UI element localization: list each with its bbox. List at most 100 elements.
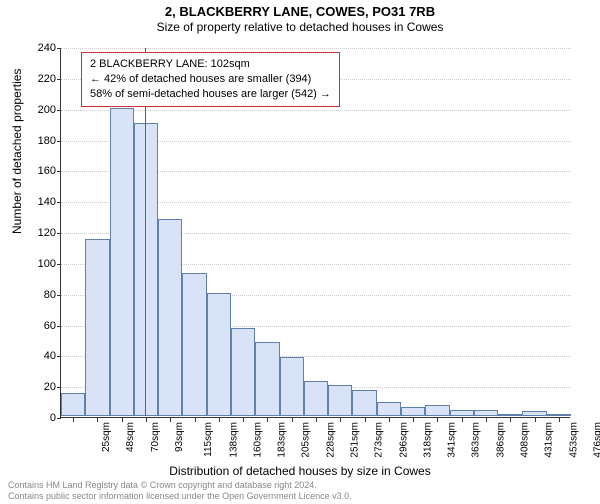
y-tick-mark <box>57 418 61 419</box>
x-tick-label: 453sqm <box>568 422 579 458</box>
x-tick-mark <box>389 418 390 422</box>
x-tick-mark <box>267 418 268 422</box>
x-tick-label: 228sqm <box>325 422 336 458</box>
x-tick-label: 183sqm <box>277 422 288 458</box>
y-tick-label: 220 <box>26 73 56 85</box>
x-tick-mark <box>462 418 463 422</box>
x-tick-label: 431sqm <box>544 422 555 458</box>
x-tick-mark <box>170 418 171 422</box>
annotation-line: 58% of semi-detached houses are larger (… <box>90 87 331 102</box>
x-tick-mark <box>316 418 317 422</box>
chart-subtitle: Size of property relative to detached ho… <box>0 20 600 34</box>
x-tick-label: 386sqm <box>495 422 506 458</box>
histogram-bar <box>158 219 182 416</box>
y-tick-label: 60 <box>26 320 56 332</box>
histogram-bar <box>280 357 304 416</box>
x-tick-label: 115sqm <box>203 422 214 457</box>
x-tick-label: 25sqm <box>101 422 112 452</box>
grid-line <box>61 48 571 49</box>
histogram-bar <box>401 407 425 416</box>
x-tick-label: 408sqm <box>520 422 531 458</box>
x-tick-mark <box>413 418 414 422</box>
x-tick-label: 318sqm <box>422 422 433 458</box>
x-tick-mark <box>195 418 196 422</box>
histogram-bar <box>522 411 546 416</box>
y-tick-label: 180 <box>26 135 56 147</box>
histogram-bar <box>110 108 134 416</box>
plot-area: 02040608010012014016018020022024025sqm48… <box>60 48 570 418</box>
histogram-bar <box>255 342 279 416</box>
x-tick-mark <box>292 418 293 422</box>
x-tick-mark <box>486 418 487 422</box>
y-tick-mark <box>57 171 61 172</box>
x-tick-label: 363sqm <box>471 422 482 458</box>
y-tick-label: 40 <box>26 350 56 362</box>
x-tick-label: 251sqm <box>350 422 361 458</box>
histogram-bar <box>304 381 328 416</box>
grid-line <box>61 110 571 111</box>
y-tick-mark <box>57 202 61 203</box>
histogram-bar <box>85 239 109 416</box>
chart-container: 2, BLACKBERRY LANE, COWES, PO31 7RB Size… <box>0 4 600 504</box>
y-tick-mark <box>57 264 61 265</box>
x-tick-label: 205sqm <box>301 422 312 458</box>
x-tick-label: 138sqm <box>228 422 239 458</box>
x-tick-label: 341sqm <box>447 422 458 458</box>
x-tick-label: 296sqm <box>398 422 409 458</box>
histogram-bar <box>207 293 231 416</box>
histogram-bar <box>450 410 474 416</box>
histogram-bar <box>61 393 85 416</box>
x-tick-mark <box>437 418 438 422</box>
y-tick-label: 100 <box>26 258 56 270</box>
histogram-bar <box>377 402 401 416</box>
x-tick-mark <box>340 418 341 422</box>
footer-attribution: Contains HM Land Registry data © Crown c… <box>8 480 352 502</box>
x-tick-mark <box>243 418 244 422</box>
histogram-bar <box>328 385 352 416</box>
y-tick-mark <box>57 326 61 327</box>
chart-area: 02040608010012014016018020022024025sqm48… <box>60 48 570 418</box>
y-tick-mark <box>57 295 61 296</box>
histogram-bar <box>425 405 449 416</box>
x-tick-label: 93sqm <box>174 422 185 452</box>
y-tick-mark <box>57 110 61 111</box>
y-tick-label: 200 <box>26 104 56 116</box>
annotation-box: 2 BLACKBERRY LANE: 102sqm← 42% of detach… <box>81 52 340 107</box>
annotation-line: 2 BLACKBERRY LANE: 102sqm <box>90 57 331 72</box>
y-tick-mark <box>57 79 61 80</box>
histogram-bar <box>547 414 571 416</box>
x-tick-label: 160sqm <box>252 422 263 458</box>
y-tick-label: 120 <box>26 227 56 239</box>
x-tick-mark <box>559 418 560 422</box>
x-tick-mark <box>510 418 511 422</box>
x-tick-mark <box>122 418 123 422</box>
x-tick-mark <box>97 418 98 422</box>
chart-title: 2, BLACKBERRY LANE, COWES, PO31 7RB <box>0 4 600 19</box>
y-tick-label: 160 <box>26 165 56 177</box>
histogram-bar <box>231 328 255 416</box>
histogram-bar <box>352 390 376 416</box>
y-tick-label: 140 <box>26 196 56 208</box>
y-tick-mark <box>57 48 61 49</box>
histogram-bar <box>182 273 206 416</box>
x-tick-label: 273sqm <box>374 422 385 458</box>
y-tick-label: 80 <box>26 289 56 301</box>
x-tick-mark <box>365 418 366 422</box>
x-tick-mark <box>535 418 536 422</box>
y-tick-mark <box>57 356 61 357</box>
x-tick-label: 48sqm <box>125 422 136 452</box>
histogram-bar <box>474 410 498 416</box>
footer-line-2: Contains public sector information licen… <box>8 491 352 502</box>
x-tick-label: 476sqm <box>592 422 600 458</box>
x-axis-label: Distribution of detached houses by size … <box>0 464 600 478</box>
x-tick-mark <box>219 418 220 422</box>
x-tick-mark <box>73 418 74 422</box>
y-tick-mark <box>57 233 61 234</box>
x-tick-mark <box>146 418 147 422</box>
y-tick-label: 0 <box>26 412 56 424</box>
annotation-line: ← 42% of detached houses are smaller (39… <box>90 72 331 87</box>
y-tick-label: 240 <box>26 42 56 54</box>
y-tick-label: 20 <box>26 381 56 393</box>
y-tick-mark <box>57 141 61 142</box>
y-axis-label: Number of detached properties <box>10 69 24 234</box>
